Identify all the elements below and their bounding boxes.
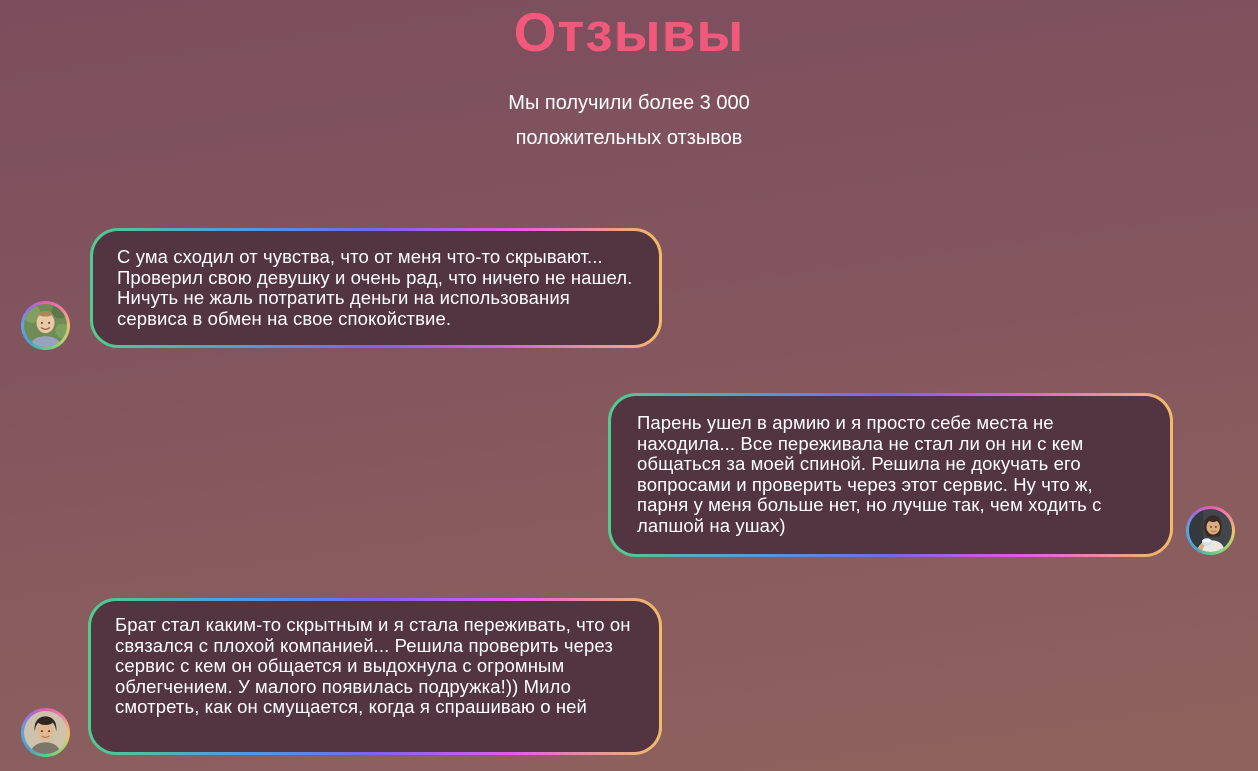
woman-with-cup-avatar-icon xyxy=(1189,509,1232,552)
review-bubble-1: С ума сходил от чувства, что от меня что… xyxy=(90,228,662,348)
review-bubble-2: Парень ушел в армию и я просто себе мест… xyxy=(608,393,1173,557)
section-title: Отзывы xyxy=(513,1,745,63)
short-haired-woman-avatar-icon xyxy=(24,711,67,754)
subtitle-line-2: положительных отзывов xyxy=(515,127,743,149)
smiling-man-avatar-icon xyxy=(24,304,67,347)
reviewer-avatar-1 xyxy=(21,301,70,350)
review-text: Парень ушел в армию и я просто себе мест… xyxy=(637,412,1102,536)
reviewer-avatar-3 xyxy=(21,708,70,757)
reviewer-avatar-2 xyxy=(1186,506,1235,555)
subtitle-line-1: Мы получили более 3 000 xyxy=(508,92,750,114)
review-text: Брат стал каким-то скрытным и я стала пе… xyxy=(115,614,631,718)
review-bubble-3: Брат стал каким-то скрытным и я стала пе… xyxy=(88,598,662,755)
review-text: С ума сходил от чувства, что от меня что… xyxy=(117,246,633,329)
section-subtitle: Мы получили более 3 000 положительных от… xyxy=(0,86,1258,156)
